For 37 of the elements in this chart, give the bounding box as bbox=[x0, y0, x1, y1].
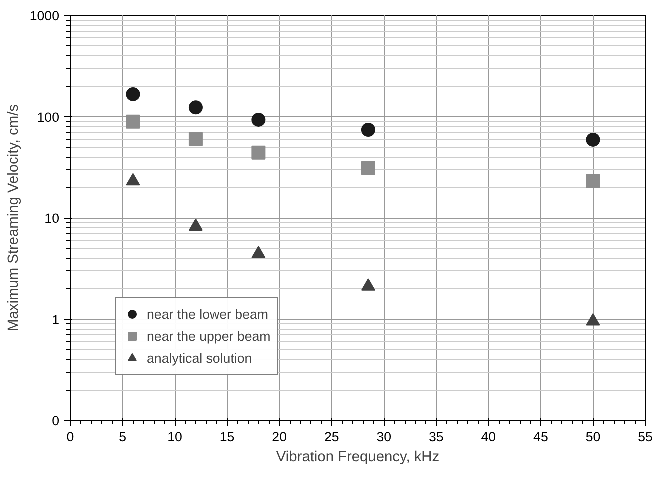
x-tick-label: 30 bbox=[376, 430, 392, 444]
x-tick-label: 55 bbox=[638, 430, 653, 444]
point bbox=[252, 246, 266, 258]
legend-label: analytical solution bbox=[147, 350, 252, 366]
y-tick-label: 1000 bbox=[30, 8, 60, 24]
point bbox=[252, 112, 266, 127]
point bbox=[586, 174, 600, 188]
y-tick-label: 100 bbox=[37, 110, 60, 125]
x-tick-label: 0 bbox=[66, 430, 74, 444]
point bbox=[126, 173, 140, 186]
y-axis-title: Maximum Streaming Velocity, cm/s bbox=[6, 104, 22, 332]
point bbox=[361, 123, 376, 137]
point bbox=[586, 314, 600, 326]
legend-label: near the lower beam bbox=[147, 306, 269, 322]
y-tick-label: 0 bbox=[52, 414, 60, 428]
point bbox=[188, 100, 203, 115]
x-tick-label: 20 bbox=[272, 430, 288, 444]
x-tick-label: 45 bbox=[534, 430, 548, 444]
point bbox=[361, 278, 376, 291]
point bbox=[126, 87, 140, 102]
x-tick-label: 40 bbox=[481, 430, 496, 444]
x-tick-label: 5 bbox=[119, 430, 126, 444]
point bbox=[188, 218, 203, 231]
x-tick-label: 50 bbox=[586, 430, 601, 444]
x-axis-title: Vibration Frequency, kHz bbox=[276, 450, 440, 466]
point bbox=[361, 161, 376, 176]
x-tick-label: 35 bbox=[428, 430, 444, 444]
x-tick-label: 10 bbox=[168, 430, 182, 444]
legend-label: near the upper beam bbox=[147, 328, 271, 344]
y-tick-label: 10 bbox=[44, 211, 60, 226]
point bbox=[126, 114, 140, 129]
x-tick-label: 15 bbox=[220, 430, 235, 444]
point bbox=[586, 132, 600, 147]
point bbox=[252, 146, 266, 160]
x-tick-label: 25 bbox=[324, 430, 340, 444]
y-tick-label: 1 bbox=[52, 312, 60, 328]
point bbox=[188, 132, 203, 146]
